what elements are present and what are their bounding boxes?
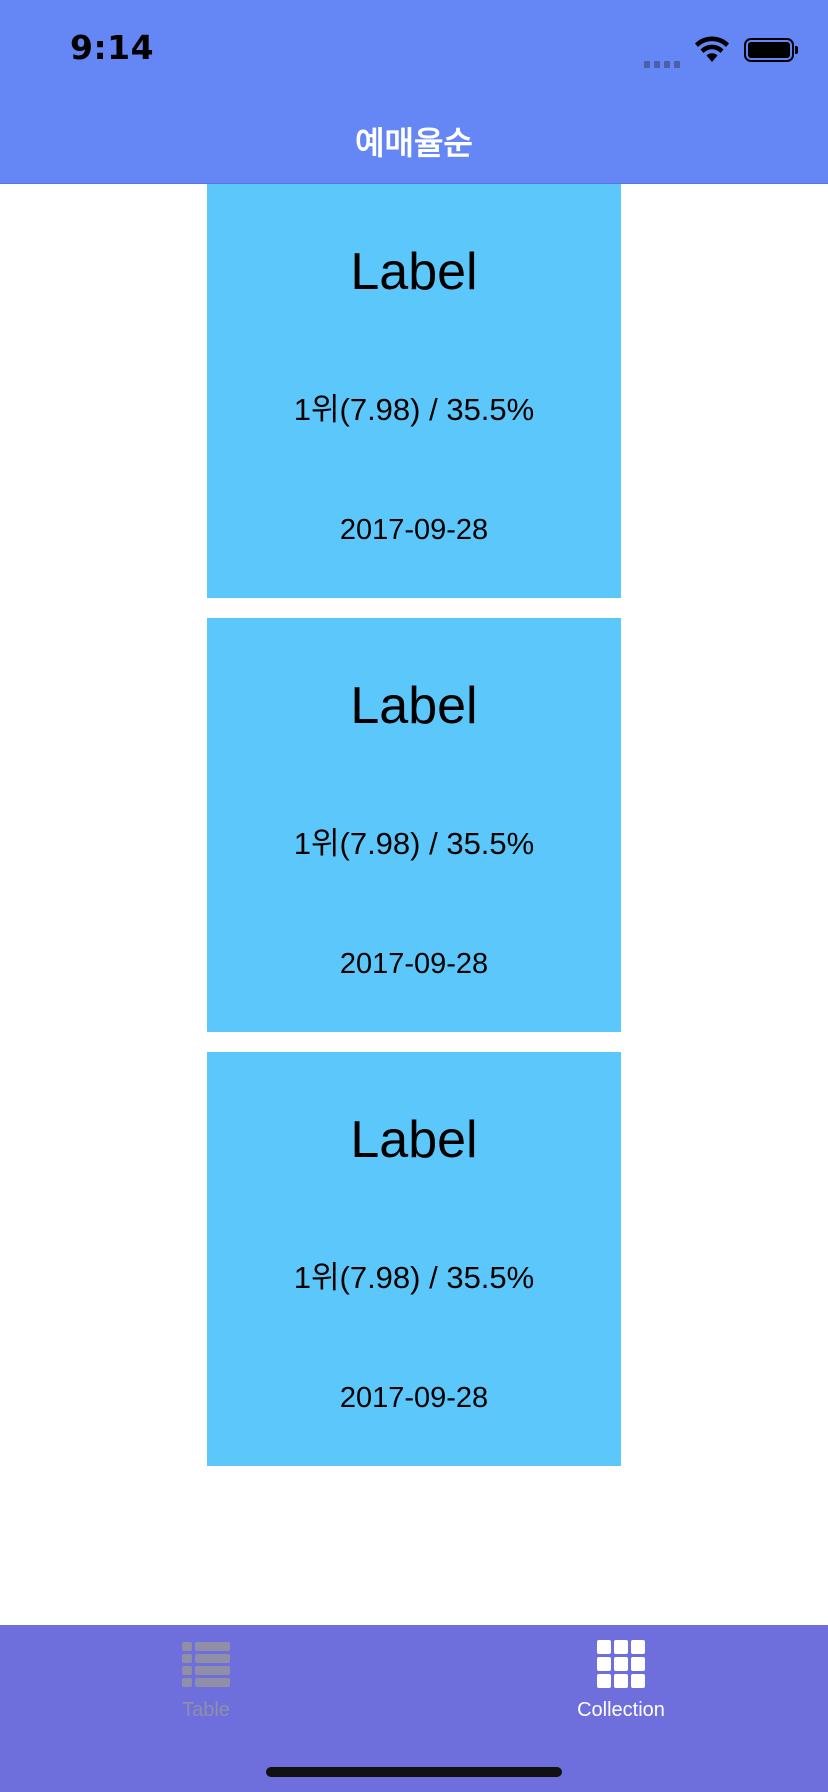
movie-release-date: 2017-09-28	[339, 948, 489, 980]
movie-release-date: 2017-09-28	[339, 1382, 489, 1414]
tab-table[interactable]: Table	[86, 1639, 326, 1739]
status-time: 9:14	[70, 28, 155, 67]
list-icon	[182, 1642, 230, 1687]
movie-title: Label	[350, 243, 478, 301]
movie-title: Label	[350, 677, 478, 735]
tab-collection[interactable]: Collection	[501, 1639, 741, 1739]
wifi-icon	[695, 36, 729, 62]
page-title: 예매율순	[355, 124, 473, 162]
tab-table-label: Table	[182, 1699, 230, 1721]
movie-title: Label	[350, 1111, 478, 1169]
tab-collection-label: Collection	[577, 1699, 665, 1721]
movie-rank-info: 1위(7.98) / 35.5%	[293, 1260, 535, 1295]
home-indicator[interactable]	[266, 1767, 562, 1777]
cellular-signal-icon	[644, 32, 680, 68]
movie-rank-info: 1위(7.98) / 35.5%	[293, 392, 535, 427]
grid-icon	[597, 1640, 645, 1688]
collection-cell[interactable]: Label 1위(7.98) / 35.5% 2017-09-28	[207, 1052, 621, 1466]
status-indicators	[644, 32, 798, 68]
navigation-header: 9:14 예매율순	[0, 0, 828, 184]
movie-release-date: 2017-09-28	[339, 514, 489, 546]
battery-icon	[744, 38, 798, 62]
tab-bar: Table Collection	[0, 1625, 828, 1792]
movie-rank-info: 1위(7.98) / 35.5%	[293, 826, 535, 861]
collection-cell[interactable]: Label 1위(7.98) / 35.5% 2017-09-28	[207, 618, 621, 1032]
collection-cell[interactable]: Label 1위(7.98) / 35.5% 2017-09-28	[207, 184, 621, 598]
